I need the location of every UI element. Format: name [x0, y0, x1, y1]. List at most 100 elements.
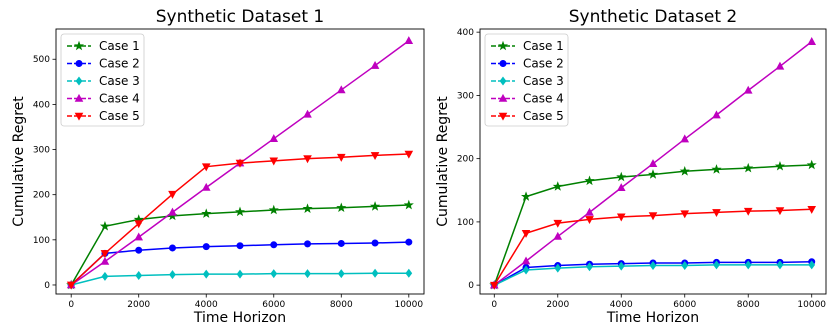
x-tick-label: 0: [68, 300, 74, 310]
data-point: [680, 134, 690, 143]
data-point: [135, 246, 143, 254]
x-tick-label: 4000: [610, 300, 633, 310]
legend-marker: [499, 76, 507, 86]
data-point: [807, 37, 817, 45]
chart-1: Synthetic Dataset 10 2000 4000 6000 8000 1000…: [11, 7, 425, 326]
y-tick-label: 300: [457, 91, 474, 101]
data-point: [304, 269, 311, 279]
data-point: [711, 164, 722, 174]
data-point: [370, 201, 381, 211]
y-tick-label: 200: [33, 191, 50, 201]
x-tick-label: 10000: [797, 300, 826, 310]
legend-label: Case 5: [523, 109, 564, 123]
data-point: [269, 157, 279, 166]
data-point: [585, 216, 594, 224]
x-tick-label: 2000: [127, 300, 150, 310]
data-point: [520, 191, 532, 201]
data-point: [135, 270, 143, 280]
data-point: [648, 212, 658, 221]
legend-label: Case 3: [523, 74, 564, 88]
data-point: [268, 204, 279, 215]
data-point: [806, 159, 817, 170]
y-tick-label: 100: [33, 236, 50, 246]
data-point: [269, 134, 279, 143]
data-point: [168, 207, 177, 216]
chart-2: Synthetic Dataset 20 2000 4000 6000 8000 1000…: [435, 7, 827, 326]
data-point: [744, 260, 752, 270]
legend-box: [484, 33, 569, 127]
data-point: [679, 166, 690, 176]
y-tick-label: 500: [33, 55, 50, 65]
data-point: [168, 190, 177, 199]
series-case-3: [67, 268, 413, 290]
x-axis-label: Time Horizon: [193, 310, 286, 326]
data-point: [554, 263, 562, 273]
data-point: [235, 159, 245, 168]
y-axis-label: Cumulative Regret: [435, 96, 451, 227]
data-point: [616, 213, 626, 222]
y-tick-label: 400: [457, 28, 474, 38]
data-point: [201, 208, 212, 218]
chart-title: Synthetic Dataset 2: [569, 7, 737, 27]
data-point: [404, 36, 414, 45]
data-point: [553, 231, 563, 240]
data-point: [270, 269, 278, 279]
data-point: [303, 155, 312, 164]
data-point: [521, 229, 531, 238]
data-point: [775, 207, 785, 216]
legend-marker: [75, 59, 83, 67]
data-point: [586, 262, 593, 272]
data-point: [168, 244, 176, 252]
y-axis-label: Cumulative Regret: [11, 96, 27, 227]
data-point: [370, 60, 380, 69]
x-tick-label: 8000: [330, 300, 353, 310]
data-point: [100, 250, 110, 258]
legend-marker: [497, 40, 509, 51]
data-point: [101, 271, 109, 281]
data-point: [336, 85, 346, 94]
data-point: [712, 110, 721, 119]
data-point: [336, 153, 346, 162]
y-tick-label: 300: [33, 146, 50, 156]
data-point: [649, 261, 657, 271]
data-point: [552, 181, 563, 191]
data-point: [681, 261, 689, 271]
data-point: [234, 206, 246, 217]
data-point: [616, 183, 626, 192]
series-case-5: [66, 150, 414, 290]
y-tick-label: 0: [468, 281, 474, 291]
data-point: [66, 281, 76, 290]
data-point: [371, 268, 379, 278]
data-point: [617, 261, 625, 271]
x-tick-label: 2000: [546, 300, 569, 310]
data-point: [489, 281, 499, 290]
data-point: [775, 61, 785, 70]
data-point: [807, 205, 817, 214]
data-point: [371, 239, 379, 247]
plot-frame: [479, 28, 827, 295]
y-tick-label: 100: [457, 218, 474, 228]
data-point: [553, 219, 563, 228]
data-point: [743, 162, 754, 173]
data-point: [521, 256, 531, 265]
series-case-5: [489, 205, 817, 290]
legend-marker: [74, 93, 84, 102]
data-point: [405, 268, 413, 278]
data-point: [236, 242, 244, 250]
data-point: [270, 241, 278, 249]
legend-label: Case 4: [523, 92, 564, 106]
data-point: [680, 210, 690, 219]
y-tick-label: 0: [44, 281, 50, 291]
legend-label: Case 4: [99, 92, 140, 106]
legend-label: Case 3: [99, 74, 140, 88]
data-point: [743, 207, 753, 216]
series-case-4: [489, 37, 817, 289]
data-point: [712, 209, 721, 218]
legend-marker: [73, 40, 85, 51]
legend-marker: [499, 59, 507, 67]
data-point: [337, 269, 345, 279]
data-point: [808, 260, 816, 270]
data-point: [616, 171, 627, 182]
data-point: [336, 202, 347, 213]
